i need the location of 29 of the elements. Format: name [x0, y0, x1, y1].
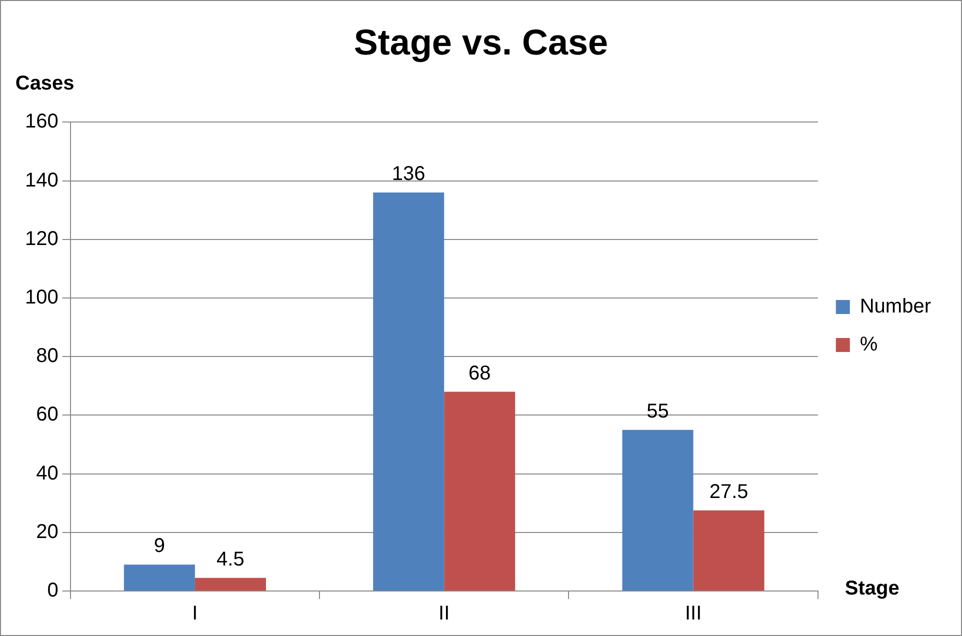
data-label: 27.5 — [709, 480, 748, 503]
y-tick-label: 40 — [36, 462, 58, 484]
y-tick-label: 0 — [47, 580, 58, 602]
chart-title: Stage vs. Case — [354, 22, 608, 63]
y-tick-label: 60 — [36, 404, 58, 426]
x-tick-label: III — [684, 602, 702, 625]
y-tick-label: 80 — [36, 345, 58, 368]
bar — [444, 392, 516, 590]
bar — [693, 510, 764, 590]
bar — [194, 578, 266, 590]
data-label: 136 — [392, 163, 426, 186]
bar — [124, 564, 195, 590]
x-axis-title: Stage — [844, 578, 900, 600]
y-tick-label: 120 — [24, 228, 58, 250]
y-tick-label: 160 — [24, 110, 58, 133]
data-label: 4.5 — [216, 548, 244, 570]
data-label: 55 — [646, 400, 669, 422]
y-tick-label: 100 — [24, 286, 58, 309]
legend-label: Number — [860, 296, 932, 318]
data-label: 68 — [468, 362, 491, 384]
bar — [622, 430, 694, 590]
bar — [373, 192, 444, 590]
y-tick-label: 140 — [24, 169, 58, 192]
legend-label: % — [860, 334, 878, 356]
y-axis-title: Cases — [15, 72, 74, 95]
x-tick-label: I — [192, 602, 198, 625]
data-label: 9 — [154, 535, 166, 558]
y-tick-label: 20 — [36, 520, 58, 543]
x-tick-label: II — [438, 602, 450, 625]
